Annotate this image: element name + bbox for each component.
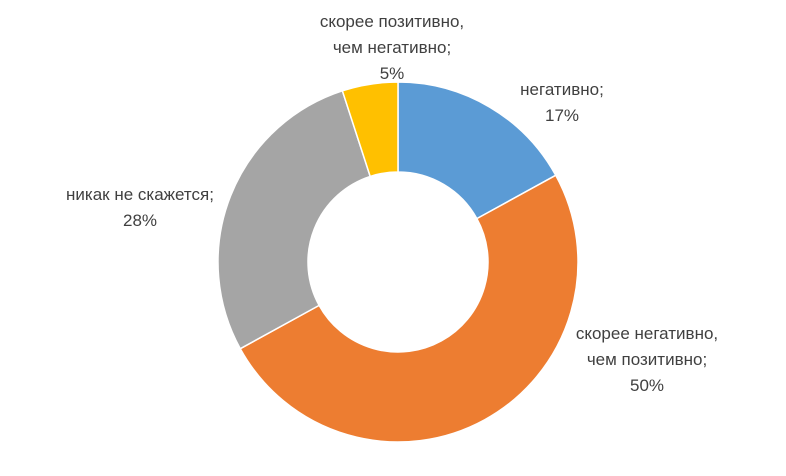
- label-rather-negative-line: скорее негативно,: [576, 324, 718, 343]
- label-no-effect-line: 28%: [123, 211, 157, 230]
- label-rather-negative: скорее негативно, чем позитивно; 50%: [576, 324, 718, 395]
- slices-layer: [217, 81, 579, 443]
- label-rather-negative-line: 50%: [630, 376, 664, 395]
- label-negative-line: негативно;: [520, 80, 604, 99]
- label-negative: негативно; 17%: [520, 80, 604, 125]
- label-rather-positive-line: скорее позитивно,: [320, 12, 464, 31]
- label-rather-positive: скорее позитивно, чем негативно; 5%: [320, 12, 464, 83]
- slice-no-effect: [217, 89, 372, 350]
- label-no-effect: никак не скажется; 28%: [66, 185, 214, 230]
- slice-rather-negative: [239, 174, 579, 443]
- labels-layer: негативно; 17% скорее негативно, чем позити…: [66, 12, 718, 395]
- label-rather-negative-line: чем позитивно;: [587, 350, 707, 369]
- label-rather-positive-line: 5%: [380, 64, 405, 83]
- label-negative-line: 17%: [545, 106, 579, 125]
- slice-rather-positive: [341, 81, 399, 178]
- label-rather-positive-line: чем негативно;: [333, 38, 451, 57]
- slice-negative: [397, 81, 557, 220]
- label-no-effect-line: никак не скажется;: [66, 185, 214, 204]
